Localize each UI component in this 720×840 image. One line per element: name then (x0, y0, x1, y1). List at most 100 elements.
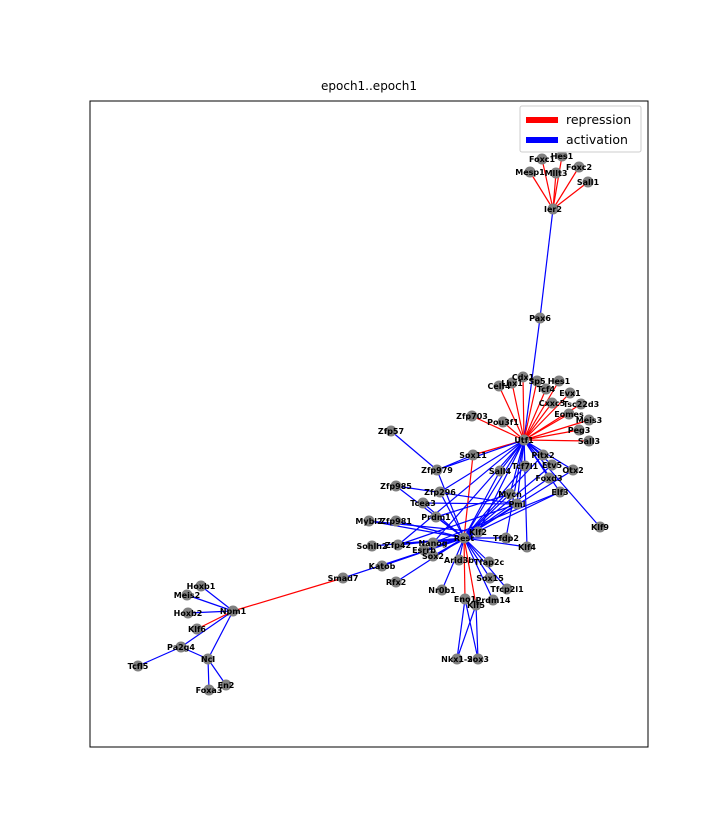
node-lhx1 (506, 377, 518, 389)
node-celf4 (493, 380, 505, 392)
edge-activation (509, 439, 525, 495)
node-label-sohlh2: Sohlh2 (357, 542, 388, 551)
node-sox3 (472, 653, 484, 665)
node-label-ier2: Ier2 (544, 205, 562, 214)
node-sall1 (582, 176, 594, 188)
node-klf9 (594, 521, 606, 533)
node-tfap2c (483, 556, 495, 568)
node-hes1 (553, 375, 565, 387)
edge-activation (368, 520, 479, 533)
edge-activation (505, 439, 525, 539)
node-ncl (202, 653, 214, 665)
plot-frame (89, 100, 649, 748)
node-label-klf2: Klf2 (469, 528, 487, 537)
edge-activation (463, 470, 501, 539)
node-label-zfp979: Zfp979 (421, 466, 453, 475)
edge-repression (523, 388, 547, 441)
node-npm1 (227, 605, 239, 617)
node-foxd3 (543, 472, 555, 484)
edge-repression (523, 439, 590, 442)
edge-repression (552, 172, 557, 210)
edge-activation (342, 537, 465, 579)
node-prdm14 (487, 594, 499, 606)
node-label-klf4: Klf4 (518, 543, 536, 552)
node-tcf7l1 (519, 460, 531, 472)
node-label-cxxc5: Cxxc5 (539, 399, 566, 408)
edge-repression (523, 419, 590, 441)
node-arid3b (453, 554, 465, 566)
node-nr0b1 (436, 584, 448, 596)
node-zfp42 (392, 539, 404, 551)
node-label-hoxb2: Hoxb2 (174, 609, 203, 618)
node-peg3 (573, 424, 585, 436)
node-label-rest: Rest (454, 534, 474, 543)
node-foxc1 (536, 153, 548, 165)
edge-activation (463, 537, 494, 601)
edge-repression (463, 537, 466, 600)
node-label-etv5: Etv5 (542, 461, 563, 470)
node-cxxc5 (546, 397, 558, 409)
legend: repression activation (519, 105, 642, 153)
edge-activation (463, 464, 553, 539)
edge-activation (464, 598, 479, 660)
node-label-zfp296: Zfp296 (424, 488, 456, 497)
node-label-katob: Katob (369, 562, 396, 571)
edge-activation (463, 537, 528, 548)
node-label-sall3: Sall3 (578, 437, 600, 446)
node-label-prdm14: Prdm14 (475, 596, 510, 605)
node-sp5 (531, 375, 543, 387)
node-label-sall1: Sall1 (577, 178, 600, 187)
node-label-prdm1: Prdm1 (421, 513, 451, 522)
figure-title: epoch1..epoch1 (321, 79, 417, 93)
edge-activation (435, 493, 511, 518)
node-tfdp2 (500, 532, 512, 544)
node-otx2 (567, 464, 579, 476)
edge-repression (523, 429, 580, 441)
node-label-mycn: Mycn (498, 490, 522, 499)
edge-repression (529, 171, 554, 210)
node-label-foxa3: Foxa3 (196, 686, 223, 695)
node-klf4 (521, 541, 533, 553)
edge-repression (541, 158, 554, 210)
node-sall4 (494, 465, 506, 477)
edge-repression (552, 155, 563, 210)
node-hes1_top (556, 150, 568, 162)
node-katob (376, 560, 388, 572)
node-label-meis2: Meis2 (174, 591, 200, 600)
node-prdm1 (430, 511, 442, 523)
edge-activation (436, 469, 465, 539)
node-label-ncl: Ncl (201, 655, 215, 664)
edge-activation (463, 439, 525, 539)
edge-activation (475, 604, 479, 660)
node-ier2 (547, 203, 559, 215)
edge-activation (523, 439, 553, 466)
node-label-arid3b: Arid3b (444, 556, 474, 565)
node-label-foxc2: Foxc2 (566, 163, 592, 172)
node-label-sox2: Sox2 (422, 552, 444, 561)
node-zfp979 (431, 464, 443, 476)
edge-activation (436, 454, 474, 471)
node-label-sox11: Sox11 (459, 451, 487, 460)
edge-activation (523, 439, 561, 493)
node-label-mesp1: Mesp1 (515, 168, 545, 177)
node-label-sox3: Sox3 (467, 655, 489, 664)
node-etv5 (546, 459, 558, 471)
node-elf3 (554, 486, 566, 498)
node-label-celf4: Celf4 (487, 382, 511, 391)
node-label-nanog: Nanog (418, 539, 447, 548)
edge-activation (456, 598, 466, 660)
node-label-hes1_top: Hes1 (551, 152, 574, 161)
node-label-zfp981: Zfp981 (380, 517, 412, 526)
edge-activation (180, 610, 234, 648)
edge-repression (552, 166, 580, 210)
node-label-lhx1: Lhx1 (501, 379, 523, 388)
node-smad7 (337, 572, 349, 584)
edge-activation (523, 439, 601, 528)
edge-activation (397, 503, 518, 546)
node-label-mllt3: Mllt3 (545, 169, 568, 178)
node-foxc2 (573, 161, 585, 173)
node-eomes (563, 408, 575, 420)
node-mllt3 (550, 167, 562, 179)
